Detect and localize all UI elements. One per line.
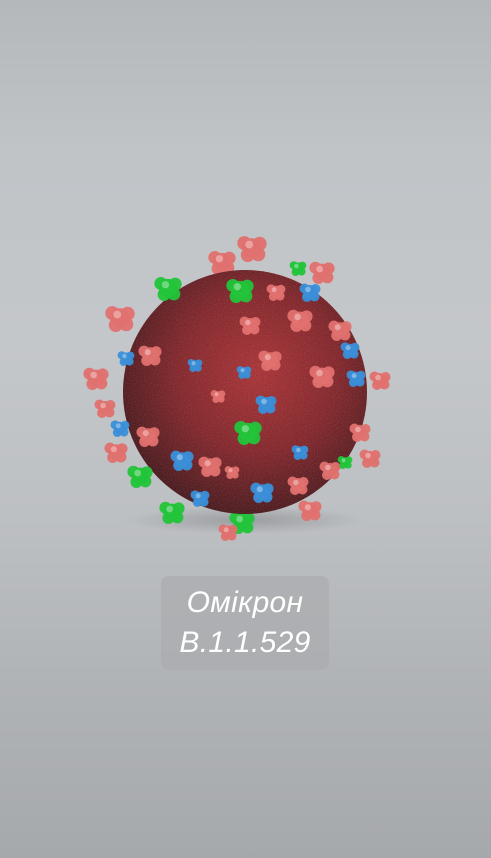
spike-protein (117, 351, 135, 366)
spike-protein (210, 390, 226, 403)
spike-protein (299, 283, 321, 302)
spike-protein (218, 524, 238, 541)
spike-protein (287, 309, 313, 332)
spike-protein (159, 501, 185, 524)
spike-layer-front (110, 261, 371, 507)
spike-protein (309, 261, 335, 284)
spike-protein (208, 250, 236, 275)
spike-protein (369, 371, 391, 390)
variant-caption-box: Омікрон B.1.1.529 (161, 576, 329, 670)
spike-protein (359, 449, 381, 468)
spike-protein (83, 367, 109, 390)
spike-protein (138, 345, 162, 366)
spike-protein (224, 466, 240, 479)
spike-protein (298, 500, 322, 521)
spike-protein (337, 456, 353, 469)
spike-protein (340, 342, 360, 359)
spike-protein (319, 461, 341, 480)
spike-protein (258, 350, 282, 371)
spike-protein (237, 236, 267, 262)
spike-protein (127, 465, 153, 488)
spike-protein (170, 450, 194, 471)
spike-protein (198, 456, 222, 477)
spike-protein (239, 316, 261, 335)
spike-protein (226, 278, 254, 303)
spike-protein (236, 366, 252, 379)
spike-protein (250, 482, 274, 503)
spike-protein (349, 423, 371, 442)
spike-layer-back (83, 236, 391, 541)
spike-protein (136, 426, 160, 447)
spike-protein (104, 442, 128, 463)
spike-protein (234, 420, 262, 445)
spike-protein (105, 306, 135, 332)
spike-protein (187, 359, 203, 372)
spike-protein (291, 445, 309, 460)
spike-protein (190, 490, 210, 507)
spike-protein (346, 370, 366, 387)
spike-protein (255, 395, 277, 414)
spike-protein (309, 365, 335, 388)
spike-protein (266, 284, 286, 301)
spike-protein (328, 320, 352, 341)
variant-code: B.1.1.529 (179, 626, 311, 659)
spike-protein (94, 399, 116, 418)
spike-protein (110, 420, 130, 437)
spike-protein (289, 261, 307, 276)
variant-name: Омікрон (186, 586, 304, 619)
spike-protein (154, 276, 182, 301)
spike-protein (229, 511, 255, 534)
spike-protein (287, 476, 309, 495)
